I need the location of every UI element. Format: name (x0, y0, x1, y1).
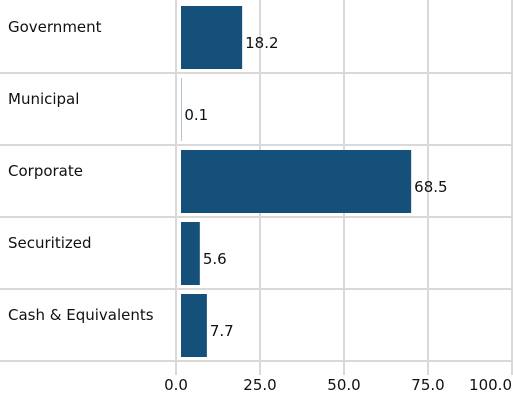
category-label: Government (8, 18, 102, 36)
x-tick-label: 25.0 (243, 376, 276, 394)
value-label: 7.7 (210, 322, 234, 340)
value-label: 18.2 (245, 34, 278, 52)
value-label: 68.5 (414, 178, 447, 196)
x-tick-label: 100.0 (469, 376, 512, 394)
x-tick-label: 50.0 (327, 376, 360, 394)
category-label: Cash & Equivalents (8, 306, 154, 324)
bar-corporate (181, 150, 411, 213)
x-tick-label: 0.0 (164, 376, 188, 394)
bar-cash-equivalents (181, 294, 207, 357)
value-label: 0.1 (184, 106, 208, 124)
category-label: Municipal (8, 90, 79, 108)
category-label: Corporate (8, 162, 83, 180)
bar-government (181, 6, 242, 69)
value-label: 5.6 (203, 250, 227, 268)
x-tick-label: 75.0 (411, 376, 444, 394)
category-label: Securitized (8, 234, 92, 252)
bar-securitized (181, 222, 200, 285)
